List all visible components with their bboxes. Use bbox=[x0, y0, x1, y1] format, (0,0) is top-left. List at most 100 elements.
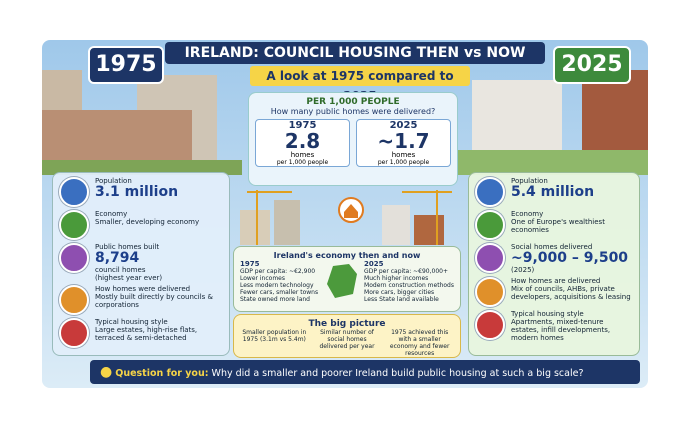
stat-text: Social homes delivered ~9,000 – 9,500 (202… bbox=[511, 243, 628, 274]
stat-text: Public homes built 8,794 council homes (hig… bbox=[95, 243, 162, 282]
per-1000-question: How many public homes were delivered? bbox=[270, 107, 436, 116]
stat-text: How homes were delivered Mostly built dir… bbox=[95, 285, 223, 309]
stat-label: Typical housing style bbox=[95, 318, 168, 326]
economy-line: Less modern technology bbox=[240, 282, 314, 289]
stat-label: How homes are delivered bbox=[511, 277, 601, 285]
economy-1975: 1975 GDP per capita: ~€2,900 Lower incomes… bbox=[240, 260, 318, 303]
stat-note: (2025) bbox=[511, 266, 535, 274]
economy-2025: 2025 GDP per capita: ~€90,000+ Much higher… bbox=[364, 260, 454, 303]
stat-value: 3.1 million bbox=[95, 184, 179, 200]
stat-item: How homes were delivered Mostly built dir… bbox=[59, 285, 223, 315]
building bbox=[42, 110, 192, 165]
per-1000-box: PER 1,000 PEOPLE How many public homes w… bbox=[248, 92, 458, 186]
stat-label: Economy bbox=[511, 210, 544, 218]
right-panel: Population 5.4 million Economy One of Europ… bbox=[468, 172, 640, 356]
note: per 1,000 people bbox=[276, 159, 329, 166]
stat-icon bbox=[59, 285, 89, 315]
stat-value: Large estates, high-rise flats, terraced… bbox=[95, 326, 198, 342]
year: 2025 bbox=[389, 120, 418, 131]
stat-item: Social homes delivered ~9,000 – 9,500 (202… bbox=[475, 243, 633, 274]
stat-label: Economy bbox=[95, 210, 128, 218]
footer: ● Question for you: Why did a smaller an… bbox=[90, 360, 640, 384]
value: ~1.7 bbox=[377, 129, 430, 153]
stat-label: Population bbox=[511, 177, 548, 185]
economy-year: 1975 bbox=[240, 260, 260, 268]
title: IRELAND: COUNCIL HOUSING THEN vs NOW bbox=[165, 42, 545, 64]
subtitle: A look at 1975 compared to 2025 bbox=[250, 66, 470, 103]
grass bbox=[42, 160, 242, 175]
stat-icon bbox=[59, 318, 89, 348]
big-picture-row: Smaller population in 1975 (3.1m vs 5.4m… bbox=[240, 329, 454, 357]
economy-line: GDP per capita: ~€90,000+ bbox=[364, 268, 448, 275]
ireland-map bbox=[327, 264, 358, 298]
note: per 1,000 people bbox=[377, 159, 430, 166]
per-1000-row: 1975 2.8 homes per 1,000 people 2025 ~1.7 hom… bbox=[255, 119, 451, 167]
per-1000-heading: PER 1,000 PEOPLE bbox=[306, 97, 400, 107]
stat-icon bbox=[59, 210, 89, 240]
stat-text: Population 5.4 million bbox=[511, 177, 594, 200]
economy-row: 1975 GDP per capita: ~€2,900 Lower incomes… bbox=[240, 260, 454, 303]
stat-icon bbox=[475, 177, 505, 207]
stat-text: Typical housing style Apartments, mixed-t… bbox=[511, 310, 633, 342]
per-1000-2025: 2025 ~1.7 homes per 1,000 people bbox=[356, 119, 451, 167]
economy-line: More cars, bigger cities bbox=[364, 289, 435, 296]
stat-icon bbox=[475, 310, 505, 340]
stat-item: Economy One of Europe's wealthiest econom… bbox=[475, 210, 633, 240]
footer-text: Why did a smaller and poorer Ireland bui… bbox=[211, 368, 584, 379]
left-panel: Population 3.1 million Economy Smaller, dev… bbox=[52, 172, 230, 356]
big-picture-box: The big picture Smaller population in 19… bbox=[233, 314, 461, 358]
value: 2.8 bbox=[284, 129, 321, 153]
footer-label: Question for you: bbox=[115, 368, 209, 379]
per-1000-1975: 1975 2.8 homes per 1,000 people bbox=[255, 119, 350, 167]
stat-item: Economy Smaller, developing economy bbox=[59, 210, 223, 240]
unit: homes bbox=[391, 151, 416, 159]
stat-text: Economy One of Europe's wealthiest econom… bbox=[511, 210, 633, 234]
stat-icon bbox=[475, 210, 505, 240]
big-picture-title: The big picture bbox=[308, 319, 386, 329]
economy-line: Fewer cars, smaller towns bbox=[240, 289, 319, 296]
stat-text: Economy Smaller, developing economy bbox=[95, 210, 199, 226]
economy-box: Ireland's economy then and now 1975 GDP p… bbox=[233, 246, 461, 312]
economy-title: Ireland's economy then and now bbox=[273, 251, 421, 260]
unit: homes bbox=[290, 151, 315, 159]
big-picture-item: Smaller population in 1975 (3.1m vs 5.4m… bbox=[242, 329, 307, 343]
grass bbox=[452, 150, 648, 175]
economy-line: State owned more land bbox=[240, 296, 310, 303]
economy-line: Lower incomes bbox=[240, 275, 285, 282]
economy-line: Much higher incomes bbox=[364, 275, 429, 282]
stat-icon bbox=[475, 243, 505, 273]
stat-value: ~9,000 – 9,500 bbox=[511, 250, 629, 266]
year: 1975 bbox=[288, 120, 317, 131]
stat-item: Typical housing style Large estates, high… bbox=[59, 318, 223, 348]
stat-icon bbox=[59, 243, 89, 273]
economy-line: GDP per capita: ~€2,900 bbox=[240, 268, 316, 275]
stat-item: Public homes built 8,794 council homes (hig… bbox=[59, 243, 223, 282]
stat-value: Mostly built directly by councils & corp… bbox=[95, 293, 213, 309]
stat-label: Typical housing style bbox=[511, 310, 584, 318]
stat-note: (highest year ever) bbox=[95, 274, 163, 282]
center-illustration bbox=[240, 190, 452, 245]
stat-value: 5.4 million bbox=[511, 184, 595, 200]
big-picture-item: 1975 achieved this with a smaller econom… bbox=[389, 329, 450, 357]
big-picture-item: Similar number of social homes delivered… bbox=[319, 329, 375, 350]
stat-text: Population 3.1 million bbox=[95, 177, 178, 200]
bulb-icon: ● bbox=[100, 364, 113, 380]
stat-item: Population 3.1 million bbox=[59, 177, 223, 207]
stat-value: 8,794 bbox=[95, 250, 140, 266]
stat-value: Mix of councils, AHBs, private developer… bbox=[511, 285, 631, 301]
stat-note: council homes bbox=[95, 266, 146, 274]
economy-year: 2025 bbox=[364, 260, 384, 268]
stat-value: Smaller, developing economy bbox=[95, 218, 200, 226]
stat-label: How homes were delivered bbox=[95, 285, 191, 293]
stat-text: Typical housing style Large estates, high… bbox=[95, 318, 223, 342]
badge-2025: 2025 bbox=[553, 46, 631, 84]
stat-value: One of Europe's wealthiest economies bbox=[511, 218, 605, 234]
stat-label: Public homes built bbox=[95, 243, 160, 251]
stat-value: Apartments, mixed-tenure estates, infill… bbox=[511, 318, 611, 342]
stat-label: Population bbox=[95, 177, 132, 185]
stat-item: Typical housing style Apartments, mixed-t… bbox=[475, 310, 633, 342]
stat-item: Population 5.4 million bbox=[475, 177, 633, 207]
stat-icon bbox=[475, 277, 505, 307]
